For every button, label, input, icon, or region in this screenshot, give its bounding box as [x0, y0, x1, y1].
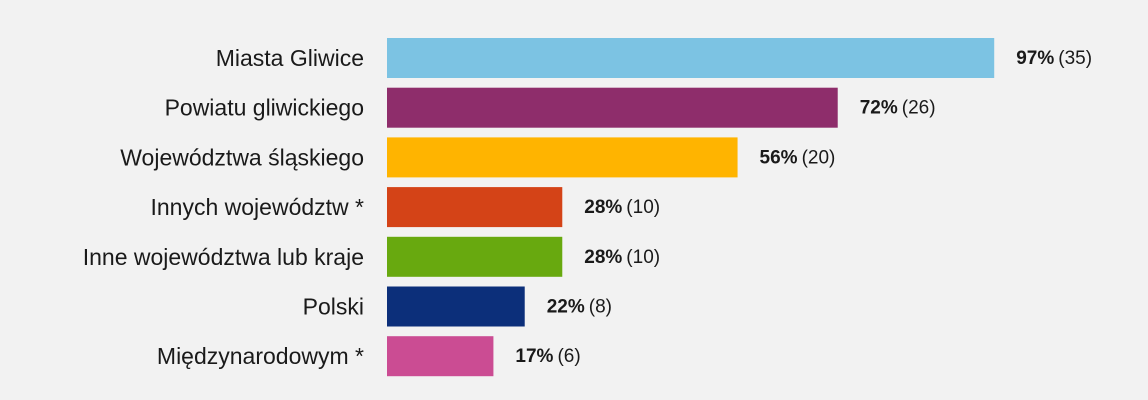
bar [387, 38, 995, 78]
bar [387, 187, 563, 228]
bar [387, 336, 494, 377]
data-label: 22% (8) [547, 296, 612, 317]
value-percent: 28% [584, 246, 622, 267]
data-label: 72% (26) [860, 97, 936, 118]
bars [387, 38, 995, 377]
bar [387, 286, 525, 327]
value-count: (6) [557, 346, 580, 367]
value-percent: 97% [1016, 48, 1054, 69]
category-label: Powiatu gliwickiego [165, 95, 364, 121]
value-labels: 97% (35)72% (26)56% (20)28% (10)28% (10)22% (8… [515, 48, 1092, 367]
value-count: (8) [589, 296, 612, 317]
category-label: Innych województw * [151, 194, 365, 220]
value-count: (10) [626, 197, 660, 218]
category-label: Inne województwa lub kraje [83, 244, 364, 270]
value-percent: 22% [547, 296, 585, 317]
category-label: Miasta Gliwice [216, 45, 364, 71]
category-label: Międzynarodowym * [157, 343, 364, 369]
value-count: (35) [1058, 48, 1092, 69]
bar [387, 87, 838, 128]
data-label: 28% (10) [584, 246, 660, 267]
data-label: 17% (6) [515, 346, 580, 367]
value-percent: 17% [515, 346, 553, 367]
value-count: (10) [626, 246, 660, 267]
category-label: Polski [303, 294, 364, 320]
bar [387, 137, 738, 178]
value-count: (26) [902, 97, 936, 118]
value-percent: 28% [584, 197, 622, 218]
category-labels: Miasta Gliwice Powiatu gliwickiego Wojewód… [83, 45, 364, 369]
value-count: (20) [802, 147, 836, 168]
value-percent: 72% [860, 97, 898, 118]
bar [387, 236, 563, 277]
data-label: 56% (20) [760, 147, 836, 168]
data-label: 28% (10) [584, 197, 660, 218]
data-label: 97% (35) [1016, 48, 1092, 69]
category-label: Województwa śląskiego [120, 144, 364, 170]
value-percent: 56% [760, 147, 798, 168]
